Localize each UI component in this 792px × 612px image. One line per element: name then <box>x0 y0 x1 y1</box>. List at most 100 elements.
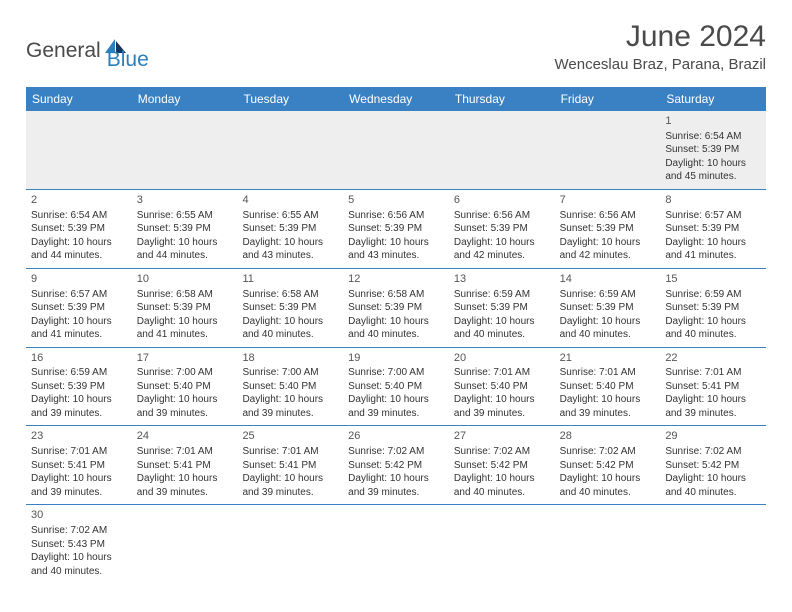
sunset-line: Sunset: 5:39 PM <box>348 222 444 236</box>
day-number: 15 <box>665 272 761 287</box>
sunrise-line: Sunrise: 7:01 AM <box>560 366 656 380</box>
daylight-line-1: Daylight: 10 hours <box>665 315 761 329</box>
sunset-line: Sunset: 5:39 PM <box>348 301 444 315</box>
day-cell: 19Sunrise: 7:00 AMSunset: 5:40 PMDayligh… <box>343 348 449 426</box>
logo: General Blue <box>26 20 149 72</box>
title-block: June 2024 Wenceslau Braz, Parana, Brazil <box>555 20 767 73</box>
daylight-line-1: Daylight: 10 hours <box>137 472 233 486</box>
sunrise-line: Sunrise: 7:02 AM <box>31 524 127 538</box>
day-cell: 4Sunrise: 6:55 AMSunset: 5:39 PMDaylight… <box>237 190 343 268</box>
day-number: 22 <box>665 351 761 366</box>
daylight-line-1: Daylight: 10 hours <box>242 472 338 486</box>
daylight-line-2: and 40 minutes. <box>560 486 656 500</box>
daylight-line-1: Daylight: 10 hours <box>560 393 656 407</box>
daylight-line-1: Daylight: 10 hours <box>454 315 550 329</box>
daylight-line-2: and 39 minutes. <box>31 486 127 500</box>
daylight-line-2: and 42 minutes. <box>454 249 550 263</box>
sunset-line: Sunset: 5:40 PM <box>454 380 550 394</box>
sunrise-line: Sunrise: 6:54 AM <box>31 209 127 223</box>
day-number: 19 <box>348 351 444 366</box>
day-cell: 8Sunrise: 6:57 AMSunset: 5:39 PMDaylight… <box>660 190 766 268</box>
day-cell: 27Sunrise: 7:02 AMSunset: 5:42 PMDayligh… <box>449 426 555 504</box>
daylight-line-2: and 43 minutes. <box>242 249 338 263</box>
day-number: 16 <box>31 351 127 366</box>
daylight-line-2: and 39 minutes. <box>454 407 550 421</box>
daylight-line-1: Daylight: 10 hours <box>560 315 656 329</box>
day-number: 13 <box>454 272 550 287</box>
weeks-container: 1Sunrise: 6:54 AMSunset: 5:39 PMDaylight… <box>26 111 766 583</box>
daylight-line-2: and 40 minutes. <box>242 328 338 342</box>
daylight-line-1: Daylight: 10 hours <box>31 315 127 329</box>
daylight-line-1: Daylight: 10 hours <box>348 393 444 407</box>
daylight-line-1: Daylight: 10 hours <box>137 236 233 250</box>
sunset-line: Sunset: 5:41 PM <box>665 380 761 394</box>
sunrise-line: Sunrise: 6:55 AM <box>137 209 233 223</box>
daylight-line-1: Daylight: 10 hours <box>31 551 127 565</box>
daylight-line-2: and 40 minutes. <box>454 486 550 500</box>
day-cell: 14Sunrise: 6:59 AMSunset: 5:39 PMDayligh… <box>555 269 661 347</box>
week-row: 23Sunrise: 7:01 AMSunset: 5:41 PMDayligh… <box>26 426 766 505</box>
sunrise-line: Sunrise: 6:56 AM <box>560 209 656 223</box>
day-cell: 10Sunrise: 6:58 AMSunset: 5:39 PMDayligh… <box>132 269 238 347</box>
daylight-line-2: and 39 minutes. <box>560 407 656 421</box>
day-cell: 26Sunrise: 7:02 AMSunset: 5:42 PMDayligh… <box>343 426 449 504</box>
daylight-line-1: Daylight: 10 hours <box>242 315 338 329</box>
day-number: 12 <box>348 272 444 287</box>
sunrise-line: Sunrise: 7:01 AM <box>31 445 127 459</box>
day-number: 21 <box>560 351 656 366</box>
daylight-line-2: and 39 minutes. <box>137 486 233 500</box>
daylight-line-1: Daylight: 10 hours <box>454 393 550 407</box>
day-number: 30 <box>31 508 127 523</box>
daylight-line-2: and 39 minutes. <box>348 407 444 421</box>
day-cell: 15Sunrise: 6:59 AMSunset: 5:39 PMDayligh… <box>660 269 766 347</box>
day-cell: 9Sunrise: 6:57 AMSunset: 5:39 PMDaylight… <box>26 269 132 347</box>
day-number: 1 <box>665 114 761 129</box>
day-cell: 5Sunrise: 6:56 AMSunset: 5:39 PMDaylight… <box>343 190 449 268</box>
sunset-line: Sunset: 5:39 PM <box>454 222 550 236</box>
sunset-line: Sunset: 5:39 PM <box>31 222 127 236</box>
sunset-line: Sunset: 5:39 PM <box>560 222 656 236</box>
sunset-line: Sunset: 5:42 PM <box>348 459 444 473</box>
sunrise-line: Sunrise: 6:56 AM <box>348 209 444 223</box>
daylight-line-2: and 41 minutes. <box>31 328 127 342</box>
daylight-line-2: and 39 minutes. <box>31 407 127 421</box>
daylight-line-1: Daylight: 10 hours <box>560 236 656 250</box>
week-row: 9Sunrise: 6:57 AMSunset: 5:39 PMDaylight… <box>26 269 766 348</box>
sunrise-line: Sunrise: 7:02 AM <box>665 445 761 459</box>
day-number: 23 <box>31 429 127 444</box>
sunset-line: Sunset: 5:39 PM <box>31 301 127 315</box>
day-cell: 18Sunrise: 7:00 AMSunset: 5:40 PMDayligh… <box>237 348 343 426</box>
day-cell: 7Sunrise: 6:56 AMSunset: 5:39 PMDaylight… <box>555 190 661 268</box>
header: General Blue June 2024 Wenceslau Braz, P… <box>26 20 766 73</box>
day-cell: 25Sunrise: 7:01 AMSunset: 5:41 PMDayligh… <box>237 426 343 504</box>
day-cell: 24Sunrise: 7:01 AMSunset: 5:41 PMDayligh… <box>132 426 238 504</box>
day-header-sun: Sunday <box>26 87 132 111</box>
sunrise-line: Sunrise: 6:59 AM <box>560 288 656 302</box>
day-cell: 13Sunrise: 6:59 AMSunset: 5:39 PMDayligh… <box>449 269 555 347</box>
daylight-line-2: and 41 minutes. <box>137 328 233 342</box>
sunrise-line: Sunrise: 6:59 AM <box>31 366 127 380</box>
sunset-line: Sunset: 5:43 PM <box>31 538 127 552</box>
daylight-line-2: and 44 minutes. <box>137 249 233 263</box>
daylight-line-1: Daylight: 10 hours <box>454 472 550 486</box>
sunset-line: Sunset: 5:39 PM <box>665 143 761 157</box>
sunset-line: Sunset: 5:41 PM <box>137 459 233 473</box>
sunset-line: Sunset: 5:41 PM <box>31 459 127 473</box>
daylight-line-2: and 40 minutes. <box>665 486 761 500</box>
daylight-line-2: and 41 minutes. <box>665 249 761 263</box>
empty-cell <box>132 505 238 583</box>
daylight-line-2: and 40 minutes. <box>348 328 444 342</box>
day-number: 9 <box>31 272 127 287</box>
daylight-line-1: Daylight: 10 hours <box>31 236 127 250</box>
sunset-line: Sunset: 5:39 PM <box>137 222 233 236</box>
sunset-line: Sunset: 5:39 PM <box>665 301 761 315</box>
empty-cell <box>132 111 238 189</box>
sunset-line: Sunset: 5:39 PM <box>665 222 761 236</box>
empty-cell <box>237 111 343 189</box>
sunrise-line: Sunrise: 7:02 AM <box>348 445 444 459</box>
sunrise-line: Sunrise: 6:56 AM <box>454 209 550 223</box>
day-number: 28 <box>560 429 656 444</box>
empty-cell <box>555 505 661 583</box>
daylight-line-2: and 43 minutes. <box>348 249 444 263</box>
empty-cell <box>555 111 661 189</box>
